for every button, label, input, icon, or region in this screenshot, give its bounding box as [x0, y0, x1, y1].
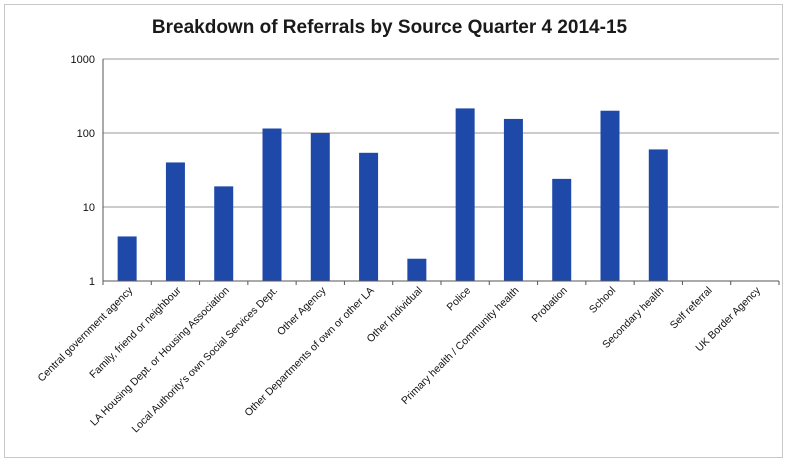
x-category-label: Self referral [668, 285, 715, 332]
x-category-label: Probation [530, 285, 570, 325]
y-tick-labels: 1 10 100 1000 [71, 54, 95, 288]
grid-lines [103, 58, 779, 282]
y-tick-label: 100 [77, 128, 95, 140]
chart-title: Breakdown of Referrals by Source Quarter… [151, 17, 628, 38]
chart-frame [4, 4, 783, 458]
bar [165, 162, 185, 281]
bar [359, 152, 379, 281]
y-tick-label: 1000 [71, 54, 95, 66]
bar [600, 110, 620, 281]
bar [262, 128, 282, 281]
bar [310, 133, 330, 281]
bar [503, 118, 523, 281]
x-category-label: School [587, 285, 618, 316]
y-tick-label: 10 [83, 202, 95, 214]
x-category-label: Family, friend or neighbour [87, 284, 184, 381]
x-category-label: Central government agency [36, 284, 136, 384]
y-tick-label: 1 [89, 276, 95, 288]
bar [648, 149, 668, 281]
bar [407, 258, 427, 281]
x-category-label: Other Agency [275, 284, 329, 338]
bar [214, 186, 234, 281]
bar [117, 236, 137, 281]
bar [552, 178, 572, 281]
x-category-label: Police [445, 285, 474, 314]
bar [455, 108, 475, 281]
axes [102, 59, 780, 285]
bars [117, 108, 668, 281]
